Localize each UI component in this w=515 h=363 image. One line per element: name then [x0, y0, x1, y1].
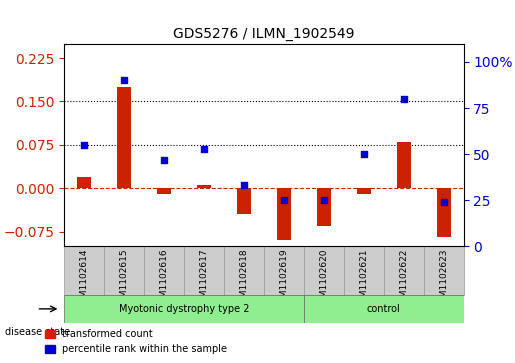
- Legend: transformed count, percentile rank within the sample: transformed count, percentile rank withi…: [41, 326, 231, 358]
- Bar: [437, 188, 451, 237]
- Bar: [277, 188, 291, 240]
- Text: GSM1102623: GSM1102623: [439, 249, 448, 309]
- Point: [359, 151, 368, 157]
- FancyBboxPatch shape: [344, 246, 384, 295]
- Bar: [117, 87, 131, 188]
- FancyBboxPatch shape: [384, 246, 423, 295]
- Point: [400, 96, 408, 102]
- FancyBboxPatch shape: [144, 246, 184, 295]
- FancyBboxPatch shape: [304, 295, 464, 323]
- Text: GSM1102616: GSM1102616: [160, 249, 168, 309]
- Text: GSM1102614: GSM1102614: [80, 249, 89, 309]
- Point: [439, 199, 448, 205]
- Text: GSM1102620: GSM1102620: [319, 249, 328, 309]
- FancyBboxPatch shape: [423, 246, 464, 295]
- Bar: [77, 177, 91, 188]
- Bar: [397, 142, 410, 188]
- Point: [160, 157, 168, 163]
- Point: [240, 183, 248, 188]
- Point: [80, 142, 89, 148]
- Title: GDS5276 / ILMN_1902549: GDS5276 / ILMN_1902549: [173, 27, 355, 41]
- Text: GSM1102617: GSM1102617: [200, 249, 209, 309]
- Text: GSM1102618: GSM1102618: [239, 249, 248, 309]
- FancyBboxPatch shape: [264, 246, 304, 295]
- Text: GSM1102615: GSM1102615: [120, 249, 129, 309]
- Text: GSM1102621: GSM1102621: [359, 249, 368, 309]
- Text: GSM1102622: GSM1102622: [399, 249, 408, 309]
- Point: [280, 197, 288, 203]
- Text: control: control: [367, 304, 401, 314]
- FancyBboxPatch shape: [64, 246, 104, 295]
- FancyBboxPatch shape: [224, 246, 264, 295]
- Text: GSM1102619: GSM1102619: [280, 249, 288, 309]
- Text: disease state: disease state: [5, 327, 70, 337]
- Point: [120, 77, 128, 83]
- FancyBboxPatch shape: [304, 246, 344, 295]
- FancyBboxPatch shape: [184, 246, 224, 295]
- Bar: [317, 188, 331, 226]
- Bar: [157, 188, 171, 194]
- Point: [320, 197, 328, 203]
- Bar: [237, 188, 251, 214]
- Point: [200, 146, 208, 151]
- FancyBboxPatch shape: [64, 295, 304, 323]
- Bar: [197, 185, 211, 188]
- Text: Myotonic dystrophy type 2: Myotonic dystrophy type 2: [119, 304, 249, 314]
- Bar: [357, 188, 371, 194]
- FancyBboxPatch shape: [104, 246, 144, 295]
